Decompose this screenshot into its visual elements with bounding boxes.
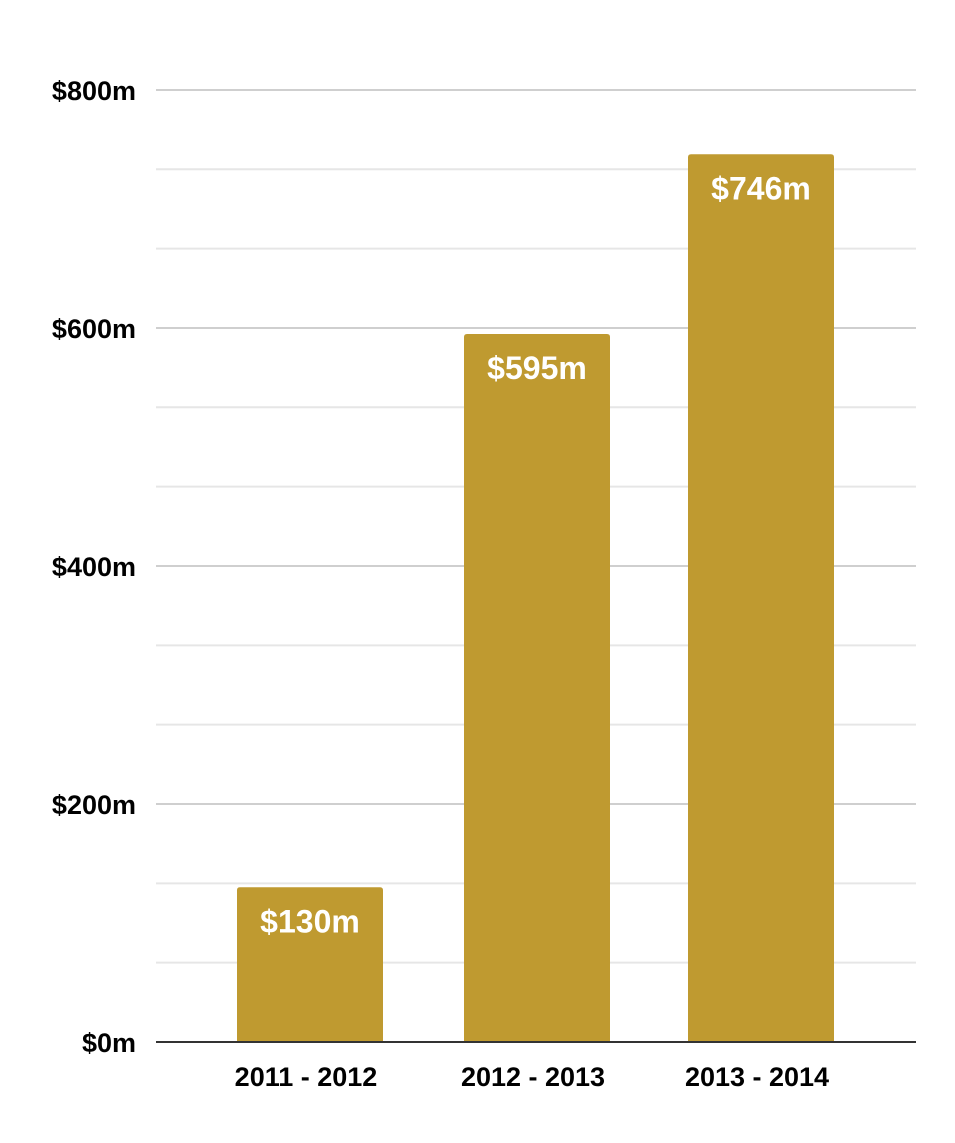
y-tick-label: $200m [52, 790, 136, 820]
y-tick-label: $400m [52, 552, 136, 582]
bar-2013-2014 [688, 154, 834, 1042]
y-tick-label: $0m [82, 1028, 136, 1058]
x-axis-category-labels: 2011 - 2012 2012 - 2013 2013 - 2014 [235, 1062, 829, 1092]
y-tick-label: $600m [52, 314, 136, 344]
bars [237, 154, 834, 1042]
x-category-label: 2011 - 2012 [235, 1062, 378, 1092]
x-category-label: 2012 - 2013 [461, 1062, 605, 1092]
bar-data-label: $130m [260, 903, 360, 939]
x-category-label: 2013 - 2014 [685, 1062, 829, 1092]
y-tick-label: $800m [52, 76, 136, 106]
bar-data-label: $595m [487, 350, 587, 386]
y-axis-tick-labels: $0m $200m $400m $600m $800m [52, 76, 136, 1058]
bar-data-labels: $130m $595m $746m [260, 170, 811, 939]
bar-2011-2012 [237, 887, 383, 1042]
bar-2012-2013 [464, 333, 610, 1042]
bar-data-label: $746m [711, 170, 811, 206]
